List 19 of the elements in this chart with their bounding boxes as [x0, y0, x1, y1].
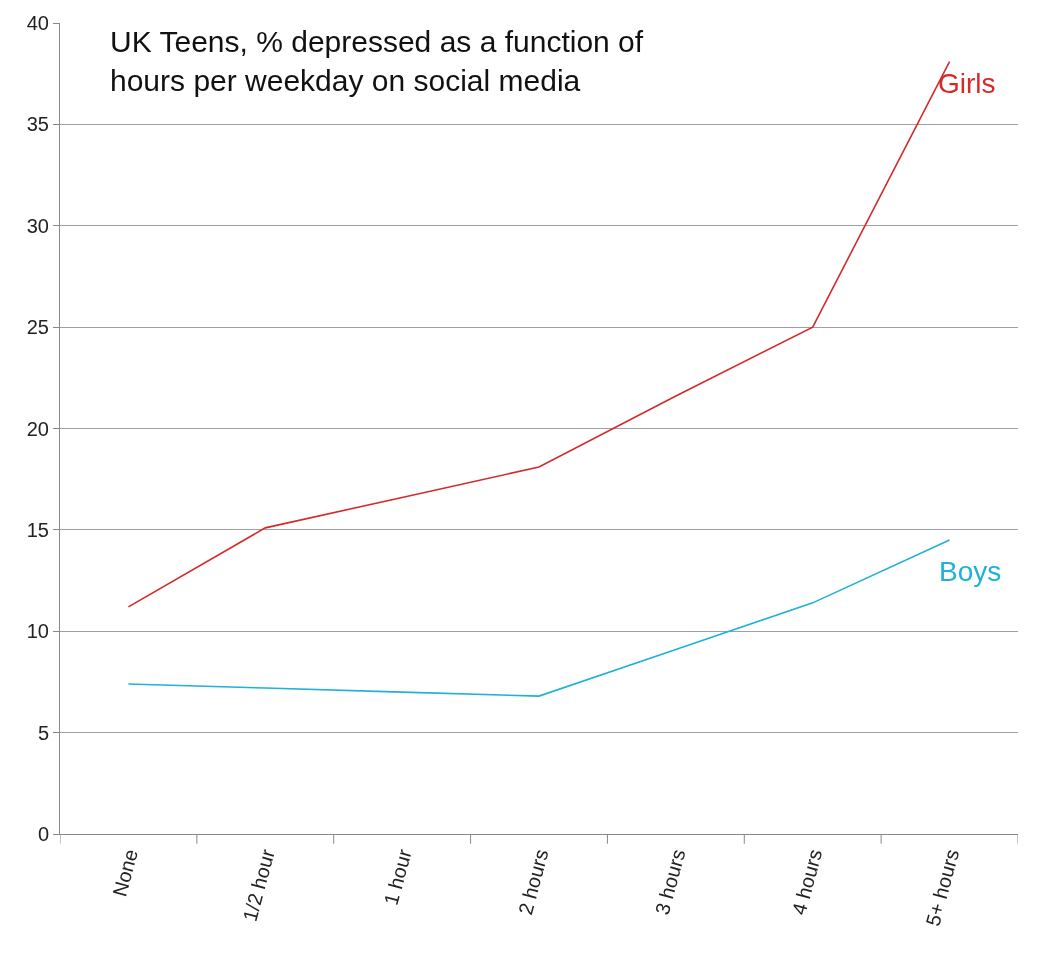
y-tick-label: 40 [26, 12, 49, 34]
x-tick-label: 3 hours [650, 846, 690, 918]
y-tick-label: 20 [26, 417, 49, 440]
series-label: Girls [938, 68, 996, 99]
y-tick-label: 0 [37, 823, 49, 845]
x-tick-label: 2 hours [514, 846, 553, 918]
y-tick-label: 5 [37, 721, 49, 744]
y-tick-label: 30 [26, 214, 49, 237]
x-tick-label: 1/2 hour [238, 846, 279, 924]
x-tick-label: 4 hours [787, 846, 827, 918]
series-label: Boys [939, 556, 1002, 587]
y-tick-label: 15 [26, 518, 49, 541]
x-tick-label: None [108, 846, 142, 899]
y-tick-label: 10 [26, 620, 49, 643]
y-tick-label: 25 [26, 316, 49, 339]
x-tick-label: 1 hour [379, 846, 416, 908]
x-tick-label: 5+ hours [921, 846, 964, 929]
y-tick-label: 35 [26, 113, 49, 136]
text: UK Teens, % depressed as a function of hours per weekday on social media [110, 25, 644, 97]
